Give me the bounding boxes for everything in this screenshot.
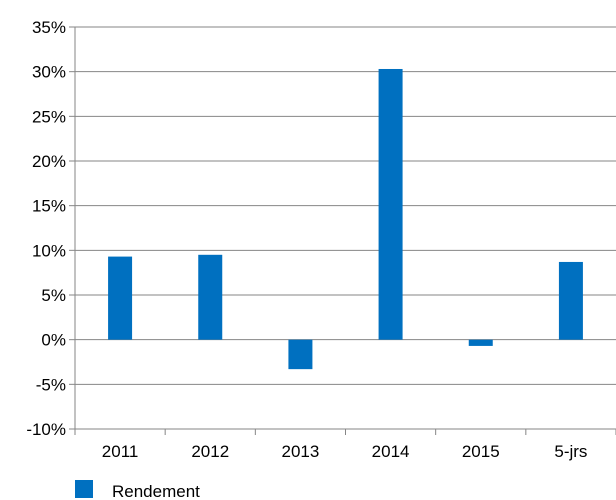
bar xyxy=(558,261,583,340)
bar xyxy=(288,339,313,370)
gridlines xyxy=(75,26,616,430)
x-axis-ticks: 2011 2012 2013 2014 2015 5-jrs xyxy=(74,429,616,461)
bar xyxy=(468,339,493,346)
y-tick-label: 0% xyxy=(41,331,66,350)
y-tick-label: 5% xyxy=(41,286,66,305)
y-tick-label: 25% xyxy=(32,107,66,126)
legend-swatch xyxy=(75,480,93,498)
y-tick-label: -5% xyxy=(36,375,66,394)
y-tick-label: 10% xyxy=(32,241,66,260)
y-tick-label: -10% xyxy=(26,420,66,439)
y-tick-label: 20% xyxy=(32,152,66,171)
legend-label: Rendement xyxy=(112,482,200,500)
x-tick-label: 2011 xyxy=(102,442,139,461)
x-tick-label: 2014 xyxy=(372,442,410,461)
bar xyxy=(378,68,403,340)
y-tick-label: 35% xyxy=(32,18,66,37)
y-tick-label: 30% xyxy=(32,63,66,82)
x-tick-label: 5-jrs xyxy=(554,442,587,461)
x-tick-label: 2012 xyxy=(191,442,229,461)
y-axis-ticks: -10% -5% 0% 5% 10% 15% 20% 25% 30% 35% xyxy=(26,18,75,439)
y-tick-label: 15% xyxy=(32,197,66,216)
bars xyxy=(108,68,583,370)
bar xyxy=(108,256,133,340)
bar xyxy=(198,254,223,340)
legend: Rendement xyxy=(75,480,200,500)
x-tick-label: 2015 xyxy=(462,442,500,461)
x-tick-label: 2013 xyxy=(282,442,320,461)
